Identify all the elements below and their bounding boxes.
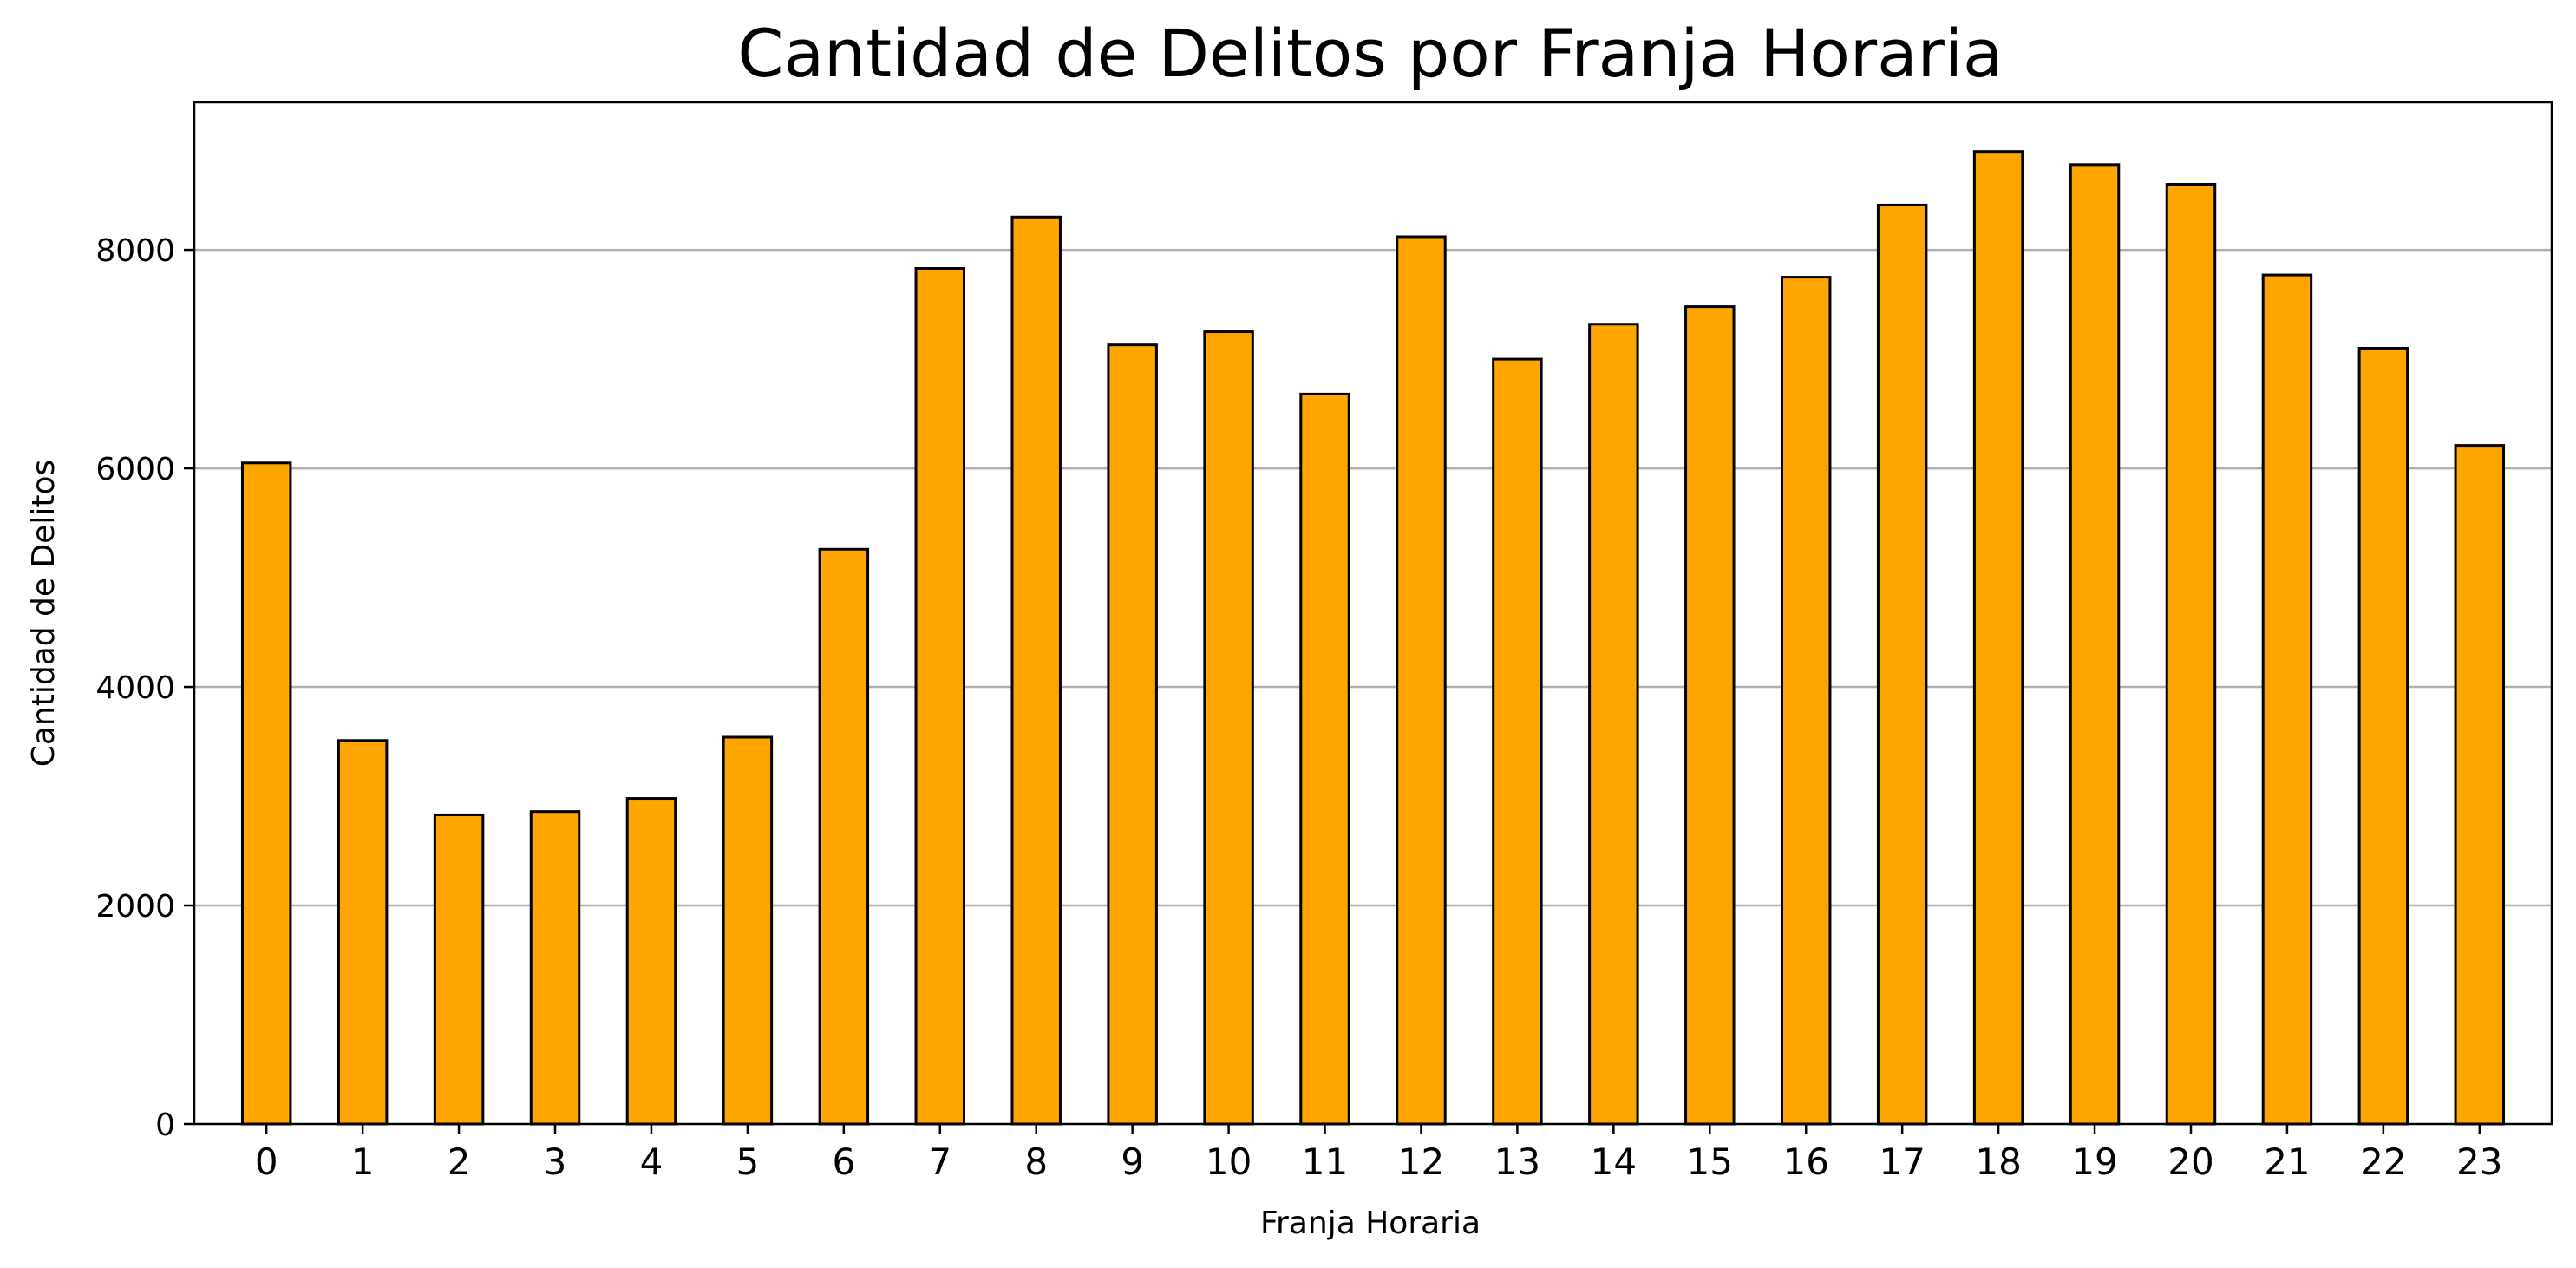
bar — [625, 797, 677, 1126]
x-tick-label: 19 — [2071, 1141, 2117, 1183]
x-tick-label: 6 — [832, 1141, 855, 1183]
y-tick-label: 0 — [155, 1108, 175, 1143]
x-tick-label: 5 — [736, 1141, 760, 1183]
bar — [2165, 182, 2217, 1126]
bar — [1588, 323, 1639, 1126]
x-tick-label: 23 — [2456, 1141, 2502, 1183]
bar — [818, 547, 870, 1126]
bar — [1684, 305, 1736, 1126]
x-tick-label: 2 — [448, 1141, 471, 1183]
x-tick-label: 20 — [2167, 1141, 2213, 1183]
y-tick-label: 4000 — [95, 670, 175, 706]
y-tick-label: 8000 — [95, 233, 175, 269]
x-tick-label: 3 — [544, 1141, 567, 1183]
bar — [529, 810, 581, 1126]
x-tick-label: 17 — [1879, 1141, 1925, 1183]
y-axis-ticks: 0 2000 4000 6000 8000 — [95, 233, 194, 1143]
x-tick-label: 11 — [1302, 1141, 1348, 1183]
bar — [433, 813, 485, 1126]
x-tick-label: 7 — [928, 1141, 951, 1183]
bar — [1299, 392, 1350, 1126]
x-tick-label: 16 — [1782, 1141, 1828, 1183]
y-tick-label: 6000 — [95, 452, 175, 487]
bar — [1010, 215, 1062, 1126]
x-tick-label: 10 — [1206, 1141, 1252, 1183]
bar — [2454, 444, 2506, 1126]
bar — [722, 735, 774, 1126]
bars — [240, 150, 2506, 1126]
bar — [2357, 346, 2409, 1126]
x-tick-label: 18 — [1975, 1141, 2021, 1183]
bar — [1780, 276, 1832, 1126]
x-axis-ticks: 0 1 2 3 4 5 6 7 8 9 10 11 12 13 14 15 16 17 18 19 20 21 22 23 — [255, 1124, 2503, 1183]
bar — [1396, 235, 1447, 1126]
bar — [240, 461, 292, 1126]
bar — [1972, 150, 2024, 1126]
bar — [1107, 343, 1158, 1126]
bar — [2261, 273, 2313, 1126]
x-tick-label: 1 — [351, 1141, 375, 1183]
x-tick-label: 21 — [2264, 1141, 2310, 1183]
bar — [337, 739, 389, 1126]
x-tick-label: 13 — [1494, 1141, 1540, 1183]
grid-lines — [194, 248, 2552, 907]
x-axis-label: Franja Horaria — [1260, 1206, 1481, 1241]
x-tick-label: 14 — [1591, 1141, 1637, 1183]
plot-frame — [193, 101, 2553, 1126]
x-tick-label: 22 — [2360, 1141, 2406, 1183]
bar — [2069, 163, 2121, 1126]
x-tick-label: 12 — [1398, 1141, 1444, 1183]
x-tick-label: 15 — [1687, 1141, 1733, 1183]
x-tick-label: 4 — [640, 1141, 664, 1183]
chart-title: Cantidad de Delitos por Franja Horaria — [737, 15, 2003, 92]
x-tick-label: 0 — [255, 1141, 278, 1183]
y-tick-label: 2000 — [95, 889, 175, 925]
x-tick-label: 8 — [1024, 1141, 1048, 1183]
y-axis-label: Cantidad de Delitos — [26, 460, 62, 768]
x-tick-label: 9 — [1121, 1141, 1144, 1183]
bar — [1203, 330, 1254, 1126]
bar — [914, 267, 966, 1126]
bar — [1492, 357, 1543, 1126]
bar — [1876, 203, 1928, 1126]
